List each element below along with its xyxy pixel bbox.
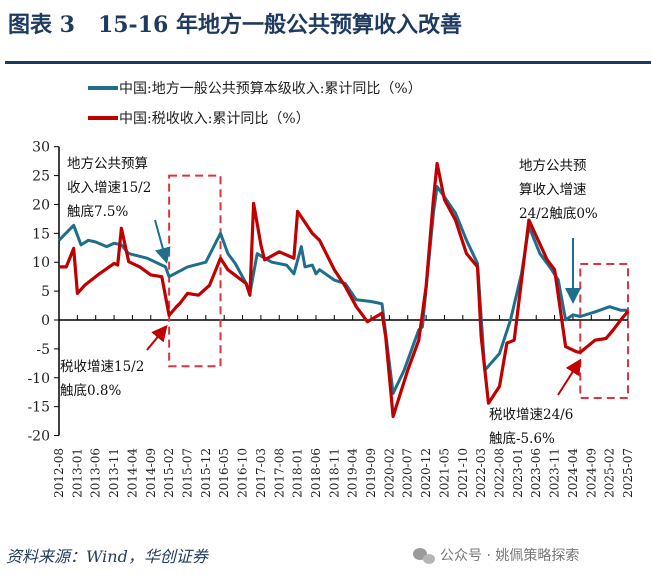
title-divider <box>5 61 651 64</box>
annotation-red-2024: 税收增速24/6 触底-5.6% <box>489 407 573 447</box>
x-tick-label: 2023-11 <box>548 448 562 498</box>
highlight-box <box>168 174 222 368</box>
y-tick-label: 15 <box>32 226 50 242</box>
x-tick-label: 2020-12 <box>419 448 433 498</box>
y-tick-label: -15 <box>27 400 50 416</box>
chart-title: 图表 3 15-16 年地方一般公共预算收入改善 <box>8 12 462 38</box>
x-tick-label: 2013-01 <box>70 448 84 498</box>
x-tick-label: 2016-05 <box>217 448 231 498</box>
arrow-icon <box>154 219 171 264</box>
annotation-line: 触底-5.6% <box>489 431 555 447</box>
x-tick-label: 2022-08 <box>493 448 507 498</box>
x-tick-label: 2024-09 <box>584 448 598 498</box>
y-tick-label: 25 <box>32 169 50 185</box>
x-tick-label: 2013-11 <box>107 448 121 498</box>
series-lines <box>57 161 630 419</box>
x-tick-label: 2017-08 <box>272 448 286 498</box>
x-tick-label: 2017-03 <box>254 448 268 498</box>
x-tick-label: 2022-03 <box>474 448 488 498</box>
x-tick-label: 2015-07 <box>180 448 194 498</box>
y-tick-label: 30 <box>32 140 50 156</box>
x-tick-label: 2020-07 <box>401 448 415 498</box>
highlight-boxes <box>168 174 629 399</box>
x-tick-label: 2018-01 <box>291 448 305 498</box>
x-tick-label: 2021-05 <box>437 448 451 498</box>
annotation-line: 地方公共预算 <box>67 156 148 172</box>
x-tick-label: 2025-07 <box>621 448 635 498</box>
x-tick-label: 2025-02 <box>603 448 617 498</box>
x-tick-label: 2023-06 <box>529 448 543 498</box>
annotation-line: 触底0.8% <box>60 383 121 399</box>
y-tick-label: 0 <box>41 313 50 329</box>
annotation-red-2015: 税收增速15/2 触底0.8% <box>60 359 144 399</box>
series-line-tax-revenue <box>59 161 630 419</box>
x-tick-label: 2024-04 <box>566 448 580 498</box>
source-note: 资料来源：Wind，华创证券 <box>6 547 210 566</box>
legend: 中国:地方一般公共预算本级收入:累计同比（%） 中国:税收收入:累计同比（%） <box>88 81 422 127</box>
arrow-icon <box>557 358 582 396</box>
y-tick-label: -5 <box>36 342 50 358</box>
x-tick-label: 2015-12 <box>199 448 213 498</box>
annotation-line: 税收增速24/6 <box>489 407 573 423</box>
annotation-arrows <box>146 219 582 396</box>
x-tick-label: 2015-02 <box>162 448 176 498</box>
legend-label-red: 中国:税收收入:累计同比（%） <box>119 111 310 127</box>
x-tick-label: 2018-06 <box>309 448 323 498</box>
x-tick-label: 2019-09 <box>364 448 378 498</box>
x-tick-label: 2013-06 <box>89 448 103 498</box>
x-tick-label: 2023-01 <box>511 448 525 498</box>
y-tick-label: 20 <box>32 197 50 213</box>
y-tick-label: -20 <box>27 429 50 445</box>
y-tick-label: 10 <box>32 255 50 271</box>
annotation-line: 税收增速15/2 <box>60 359 144 375</box>
annotation-line: 地方公共预 <box>519 158 587 174</box>
x-tick-label: 2021-10 <box>456 448 470 498</box>
annotation-line: 24/2触底0% <box>519 206 598 222</box>
x-tick-label: 2018-11 <box>327 448 341 498</box>
arrow-icon <box>146 324 168 351</box>
annotation-blue-2024: 地方公共预 算收入增速 24/2触底0% <box>519 158 598 222</box>
annotation-line: 触底7.5% <box>67 204 128 220</box>
x-tick-label: 2012-08 <box>52 448 66 498</box>
wechat-icon <box>413 548 435 564</box>
x-tick-label: 2014-04 <box>125 448 139 498</box>
y-tick-label: -10 <box>27 371 50 387</box>
x-tick-label: 2020-02 <box>382 448 396 498</box>
highlight-box <box>579 262 629 399</box>
x-tick-label: 2016-10 <box>236 448 250 498</box>
annotation-line: 算收入增速 <box>519 182 587 198</box>
watermark: 公众号 · 姚佩策略探索 <box>413 547 579 564</box>
annotation-blue-2015: 地方公共预算 收入增速15/2 触底7.5% <box>67 156 151 220</box>
x-tick-label: 2019-04 <box>346 448 360 498</box>
x-tick-label: 2014-09 <box>144 448 158 498</box>
annotation-line: 收入增速15/2 <box>67 180 151 196</box>
watermark-text: 公众号 · 姚佩策略探索 <box>440 547 579 564</box>
legend-label-blue: 中国:地方一般公共预算本级收入:累计同比（%） <box>119 81 422 97</box>
y-tick-label: 5 <box>41 284 50 300</box>
